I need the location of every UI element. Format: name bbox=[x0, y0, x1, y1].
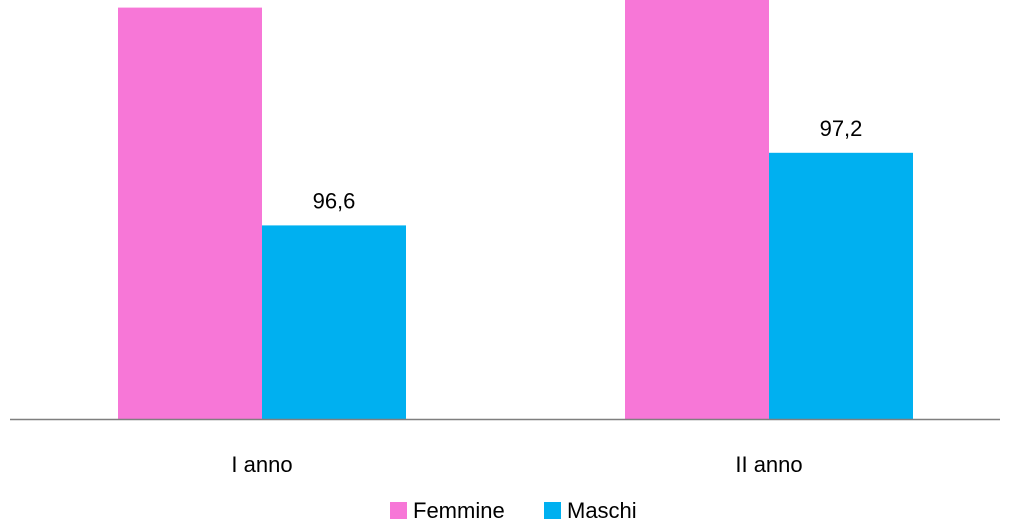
bars-layer bbox=[118, 0, 913, 420]
legend-label-femmine: Femmine bbox=[413, 498, 505, 523]
category-label-1: I anno bbox=[231, 452, 292, 477]
bar-femmine-1 bbox=[118, 7, 262, 419]
bar-maschi-2 bbox=[769, 152, 913, 420]
bar-maschi-1 bbox=[262, 225, 406, 419]
category-labels-layer: I anno II anno bbox=[231, 452, 802, 477]
data-label-maschi-1: 96,6 bbox=[313, 188, 356, 213]
data-labels-layer: 98,496,698,697,2 bbox=[313, 116, 863, 214]
data-label-maschi-2: 97,2 bbox=[820, 116, 863, 141]
category-label-2: II anno bbox=[735, 452, 802, 477]
legend: Femmine Maschi bbox=[390, 498, 637, 523]
legend-swatch-maschi bbox=[544, 502, 561, 519]
bar-femmine-2 bbox=[625, 0, 769, 420]
legend-label-maschi: Maschi bbox=[567, 498, 637, 523]
legend-swatch-femmine bbox=[390, 502, 407, 519]
